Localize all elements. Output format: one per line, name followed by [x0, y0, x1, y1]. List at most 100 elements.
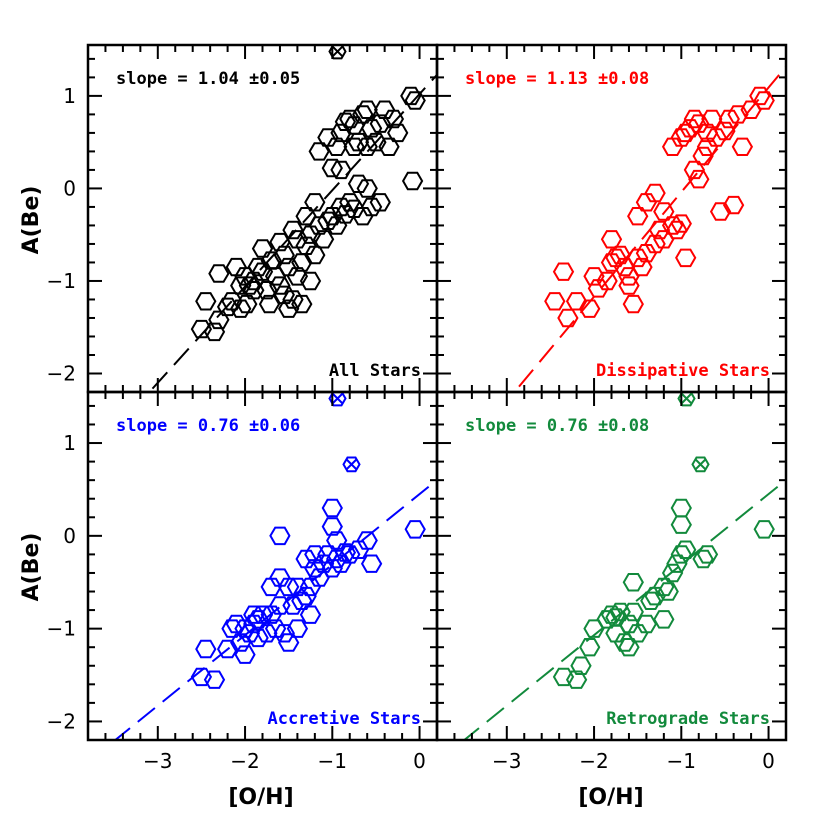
- crossed-point-mark: [694, 458, 707, 471]
- data-point: [360, 197, 383, 217]
- data-point: [269, 276, 291, 295]
- data-point: [304, 245, 326, 265]
- panel-frame: [86, 390, 439, 742]
- data-point: [565, 670, 588, 689]
- data-point: [661, 216, 684, 235]
- data-point: [696, 123, 719, 143]
- points-accretive: [190, 392, 426, 689]
- data-point: [330, 160, 352, 180]
- data-point: [308, 142, 330, 161]
- data-point: [321, 158, 343, 178]
- data-point: [278, 577, 300, 597]
- crossed-point-mark: [331, 392, 344, 405]
- data-point: [260, 605, 282, 624]
- crossed-point-mark: [345, 458, 358, 471]
- data-point: [269, 596, 291, 615]
- data-point: [696, 545, 719, 564]
- data-point: [343, 137, 365, 156]
- data-point: [369, 193, 391, 212]
- data-point: [688, 169, 710, 189]
- data-point: [326, 137, 348, 156]
- data-point: [356, 137, 378, 156]
- data-point: [356, 100, 378, 119]
- data-point: [653, 202, 675, 221]
- data-point: [321, 498, 343, 518]
- x-tick-label: −1: [318, 749, 347, 773]
- data-point: [579, 299, 601, 318]
- panel-dissipative: slope = 1.13 ±0.08 Dissipative Stars: [435, 43, 788, 394]
- panel-label-accretive: Accretive Stars: [267, 709, 421, 729]
- data-point: [190, 667, 213, 687]
- data-point: [600, 230, 623, 249]
- data-point: [378, 137, 400, 156]
- data-point: [352, 105, 374, 124]
- x-tick-label: −3: [492, 749, 521, 773]
- x-tick-label: −3: [143, 749, 172, 773]
- data-point: [683, 109, 706, 129]
- data-point: [299, 577, 322, 597]
- panel-label-all: All Stars: [329, 361, 421, 381]
- crossed-point: [328, 392, 347, 407]
- data-point: [400, 86, 422, 106]
- crossed-point: [342, 456, 361, 473]
- data-point: [670, 515, 692, 534]
- crossed-point-mark: [331, 45, 344, 58]
- data-point: [251, 239, 274, 258]
- data-point: [401, 171, 424, 191]
- slope-annotation-all: slope = 1.04 ±0.05: [116, 69, 300, 89]
- data-point: [618, 614, 640, 634]
- crossed-point: [677, 392, 696, 407]
- data-point: [670, 545, 692, 564]
- data-point: [195, 639, 217, 659]
- data-point: [203, 670, 226, 689]
- data-point: [670, 498, 692, 518]
- data-point: [579, 638, 601, 657]
- data-point: [692, 549, 714, 569]
- data-point: [627, 207, 649, 226]
- data-point: [299, 271, 322, 291]
- x-tick-label: −1: [667, 749, 696, 773]
- data-point: [618, 276, 640, 295]
- y-tick-label: 1: [63, 431, 76, 455]
- data-point: [653, 577, 675, 597]
- slope-annotation-accretive: slope = 0.76 ±0.06: [116, 416, 300, 436]
- data-point: [627, 624, 649, 643]
- data-point: [273, 245, 295, 265]
- points-retrograde: [552, 392, 775, 689]
- data-point: [675, 540, 697, 559]
- data-point: [701, 109, 723, 129]
- y-axis-label-bottom: A(Be): [19, 533, 44, 602]
- data-point: [622, 573, 644, 592]
- slope-annotation-dissipative: slope = 1.13 ±0.08: [465, 69, 649, 89]
- data-point: [753, 91, 775, 110]
- data-point: [243, 271, 265, 291]
- data-point: [670, 214, 692, 233]
- data-point: [343, 199, 365, 218]
- fit-line-dissipative: [513, 66, 786, 392]
- data-point: [295, 549, 317, 569]
- data-point: [373, 100, 396, 119]
- data-point: [605, 248, 627, 268]
- data-point: [404, 91, 426, 110]
- data-point: [234, 645, 256, 664]
- data-point: [709, 202, 732, 221]
- data-point: [326, 531, 348, 550]
- data-point: [722, 195, 745, 215]
- data-point: [291, 591, 313, 610]
- data-point: [356, 531, 378, 550]
- fit-line-retrograde: [462, 479, 786, 740]
- data-point: [347, 132, 370, 152]
- data-point: [238, 624, 261, 643]
- fit-line-all: [148, 74, 437, 392]
- data-point: [552, 262, 575, 281]
- data-point: [238, 276, 261, 295]
- crossed-point-mark: [680, 392, 693, 405]
- data-point: [321, 559, 343, 578]
- x-tick-label: 0: [762, 749, 775, 773]
- data-point: [225, 257, 247, 277]
- data-point: [339, 545, 361, 564]
- data-point: [382, 109, 405, 129]
- data-point: [352, 207, 374, 226]
- x-tick-label: −2: [579, 749, 608, 773]
- data-point: [286, 619, 309, 638]
